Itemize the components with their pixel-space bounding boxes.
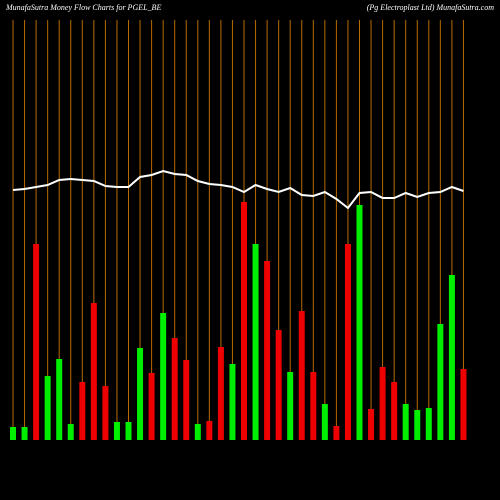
bar: [241, 202, 247, 440]
bar: [90, 303, 97, 440]
bar: [56, 359, 63, 440]
chart-title: MunafaSutra Money Flow Charts for PGEL_B…: [5, 3, 161, 12]
chart-subtitle: (Pg Electroplast Ltd) MunafaSutra.com: [367, 3, 494, 12]
bar: [414, 410, 421, 440]
bar: [252, 244, 259, 440]
bar: [160, 313, 167, 440]
bar: [356, 205, 363, 440]
bar: [33, 244, 40, 440]
bar: [321, 404, 328, 440]
bar: [391, 382, 398, 440]
bar: [229, 364, 236, 440]
bar: [344, 244, 351, 440]
bar: [298, 311, 305, 440]
bar: [333, 426, 340, 440]
bar: [460, 369, 467, 440]
bar: [206, 421, 213, 440]
bar: [113, 422, 120, 440]
bar: [183, 360, 190, 440]
bar: [137, 348, 144, 440]
bar: [125, 422, 132, 440]
bar: [368, 409, 375, 440]
bar: [310, 372, 317, 440]
bar: [102, 386, 109, 440]
bar: [148, 373, 155, 440]
bar: [402, 404, 409, 440]
bar: [79, 382, 86, 440]
bar: [425, 408, 432, 440]
bar: [194, 424, 201, 440]
bar: [264, 261, 271, 440]
bar: [67, 424, 74, 440]
bar: [21, 427, 28, 440]
bar: [217, 347, 224, 440]
flow-line: [12, 169, 464, 210]
bar: [379, 367, 386, 440]
bar: [275, 330, 282, 440]
bar: [437, 324, 444, 440]
bar: [44, 376, 51, 440]
bar: [171, 338, 178, 440]
bar: [448, 275, 455, 440]
bar: [10, 427, 16, 440]
bar: [287, 372, 294, 440]
